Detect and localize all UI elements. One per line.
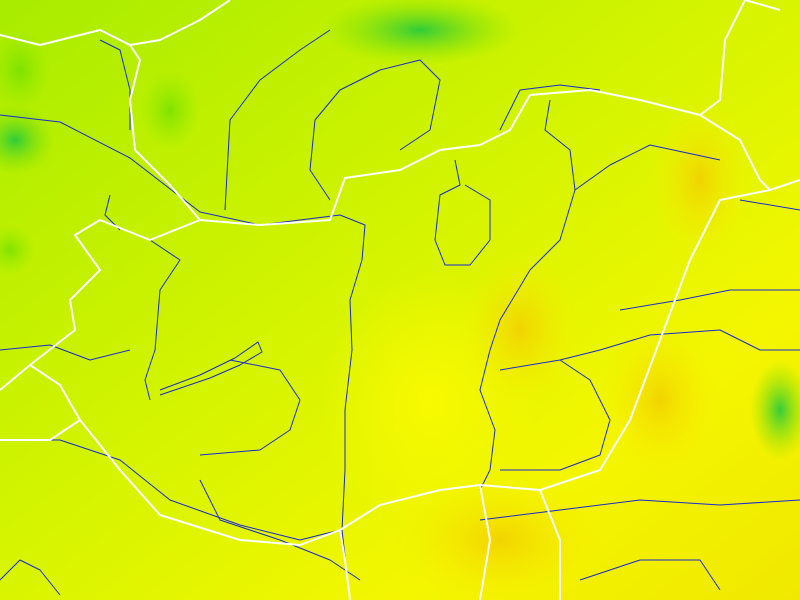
border-west: [0, 219, 201, 391]
border-south: [339, 179, 800, 531]
border-north: [0, 0, 746, 226]
river-tributary: [0, 344, 131, 361]
river-danube: [0, 114, 366, 600]
river-tributary: [0, 559, 61, 596]
river-tributary: [434, 159, 491, 266]
river-tributary: [144, 239, 181, 401]
river-tributary: [309, 59, 441, 201]
river-tributary: [499, 84, 601, 131]
border-east: [699, 114, 771, 191]
river-tributary: [199, 359, 301, 456]
river-tributary: [619, 289, 800, 311]
river-tributary: [544, 99, 576, 191]
river-balaton: [159, 341, 263, 396]
river-tributary: [500, 359, 611, 471]
river-tributary: [224, 29, 331, 211]
river-tributary: [479, 499, 800, 521]
border-south-2: [479, 484, 491, 600]
rivers: [0, 29, 800, 600]
river-tributary: [199, 479, 361, 581]
river-drava: [0, 439, 341, 541]
border-southwest: [29, 364, 351, 600]
river-tisza: [479, 144, 721, 491]
border-southwest-2: [0, 419, 81, 441]
river-tributary: [739, 199, 800, 211]
river-tributary: [579, 559, 721, 591]
border-northeast: [744, 0, 781, 11]
border-north-2: [129, 0, 231, 46]
border-south-3: [539, 489, 561, 600]
